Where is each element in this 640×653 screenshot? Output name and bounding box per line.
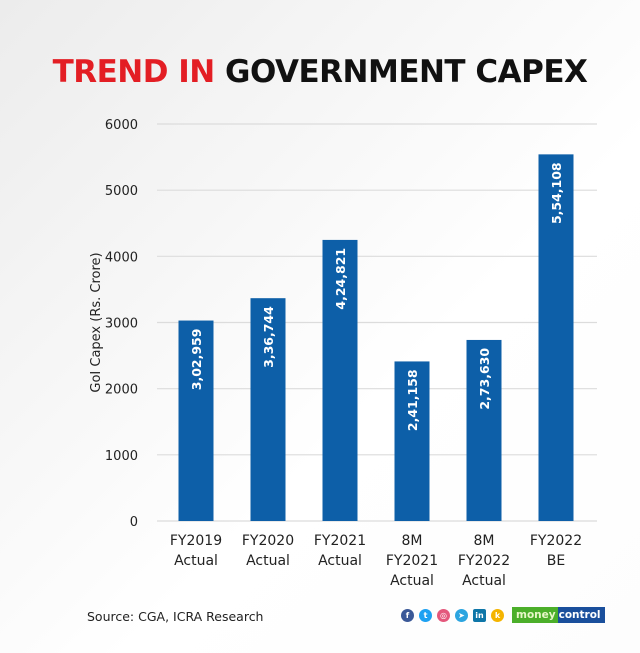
data-label: 5,54,108 — [549, 162, 564, 224]
bar — [394, 361, 430, 521]
social-links: f t ◎ ➤ in k money control — [401, 606, 605, 624]
x-tick-label: Actual — [174, 553, 218, 569]
source-note: Source: CGA, ICRA Research — [87, 609, 264, 624]
x-tick-label: Actual — [318, 553, 362, 569]
y-tick-label: 5000 — [105, 184, 138, 199]
data-label: 2,41,158 — [405, 369, 420, 431]
data-label: 4,24,821 — [333, 248, 348, 310]
x-tick-label: BE — [547, 553, 565, 569]
bar — [178, 320, 214, 521]
chart-title: TREND IN GOVERNMENT CAPEX — [0, 52, 640, 92]
koo-icon[interactable]: k — [491, 608, 504, 622]
logo-part-control: control — [557, 607, 605, 623]
x-tick-label: Actual — [246, 553, 290, 569]
telegram-icon[interactable]: ➤ — [455, 608, 468, 622]
data-label: 3,02,959 — [189, 329, 204, 391]
logo-part-money: money — [512, 607, 558, 623]
x-tick-label: 8M — [402, 533, 423, 549]
instagram-icon[interactable]: ◎ — [437, 608, 450, 622]
twitter-icon[interactable]: t — [419, 608, 432, 622]
y-tick-label: 4000 — [105, 250, 138, 265]
x-tick-label: FY2020 — [242, 533, 294, 549]
moneycontrol-logo[interactable]: money control — [512, 607, 605, 623]
data-label: 3,36,744 — [261, 306, 276, 368]
y-tick-label: 3000 — [105, 317, 138, 332]
bar — [250, 298, 286, 521]
title-highlight: TREND IN — [52, 54, 216, 90]
linkedin-icon[interactable]: in — [473, 608, 486, 622]
bar — [538, 154, 574, 521]
y-tick-label: 0 — [130, 515, 138, 530]
x-tick-label: Actual — [462, 573, 506, 589]
x-tick-label: FY2019 — [170, 533, 222, 549]
y-tick-label: 2000 — [105, 383, 138, 398]
y-tick-label: 6000 — [105, 118, 138, 133]
x-tick-label: FY2021 — [314, 533, 366, 549]
data-label: 2,73,630 — [477, 348, 492, 410]
x-tick-label: Actual — [390, 573, 434, 589]
bar — [322, 239, 358, 522]
y-tick-label: 1000 — [105, 449, 138, 464]
x-tick-label: FY2022 — [530, 533, 582, 549]
x-tick-label: FY2021 — [386, 553, 438, 569]
x-tick-label: 8M — [474, 533, 495, 549]
bar — [466, 339, 502, 521]
title-main: GOVERNMENT CAPEX — [225, 54, 588, 90]
facebook-icon[interactable]: f — [401, 608, 414, 622]
x-tick-label: FY2022 — [458, 553, 510, 569]
y-axis-label: GoI Capex (Rs. Crore) — [89, 252, 104, 392]
